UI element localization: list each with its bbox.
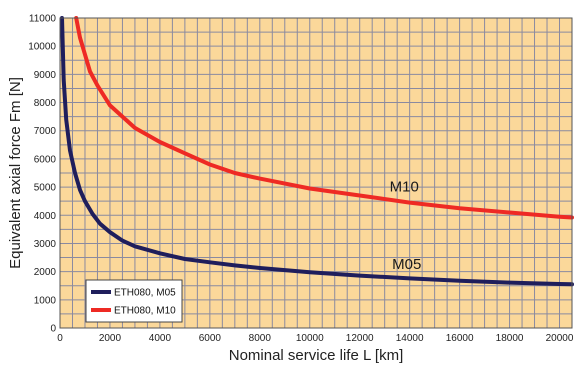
y-tick-label: 8000: [34, 98, 57, 109]
y-tick-label: 6000: [34, 154, 57, 165]
y-axis-title: Equivalent axial force Fm [N]: [7, 77, 24, 269]
y-tick-label: 1000: [34, 295, 57, 306]
y-tick-label: 10000: [28, 42, 56, 53]
annotations: M10 M05: [390, 178, 422, 273]
series-lines: [60, 16, 574, 287]
tick-labels: 0 2000 4000 6000 8000 10000 12000 14000 16000 180…: [28, 14, 574, 345]
series-line-m05: [60, 16, 574, 287]
legend-box: [85, 279, 183, 323]
x-tick-label: 4000: [149, 333, 172, 344]
curve-label-m10: M10: [390, 178, 419, 195]
x-tick-label: 12000: [346, 333, 374, 344]
x-tick-label: 16000: [446, 333, 474, 344]
y-tick-label: 5000: [34, 183, 57, 194]
x-tick-label: 14000: [396, 333, 424, 344]
legend-label: ETH080, M10: [114, 306, 176, 317]
series-line-m10: [74, 16, 574, 220]
y-tick-label: 3000: [34, 239, 57, 250]
y-tick-label: 4000: [34, 211, 57, 222]
x-tick-label: 2000: [99, 333, 122, 344]
legend: ETH080, M05 ETH080, M10: [85, 279, 183, 323]
x-tick-label: 8000: [249, 333, 272, 344]
x-tick-label: 10000: [296, 333, 324, 344]
grid: [60, 18, 572, 328]
x-tick-label: 18000: [496, 333, 524, 344]
y-tick-label: 0: [50, 324, 56, 335]
y-tick-label: 11000: [29, 14, 57, 25]
x-tick-label: 6000: [199, 333, 222, 344]
y-tick-label: 9000: [34, 70, 57, 81]
x-tick-label: 20000: [546, 333, 574, 344]
y-tick-label: 7000: [34, 126, 57, 137]
legend-label: ETH080, M05: [114, 288, 176, 299]
x-axis-title: Nominal service life L [km]: [229, 347, 404, 364]
y-tick-label: 2000: [34, 267, 57, 278]
x-tick-label: 0: [57, 333, 63, 344]
curve-label-m05: M05: [392, 256, 421, 273]
plot-frame: [59, 17, 573, 329]
